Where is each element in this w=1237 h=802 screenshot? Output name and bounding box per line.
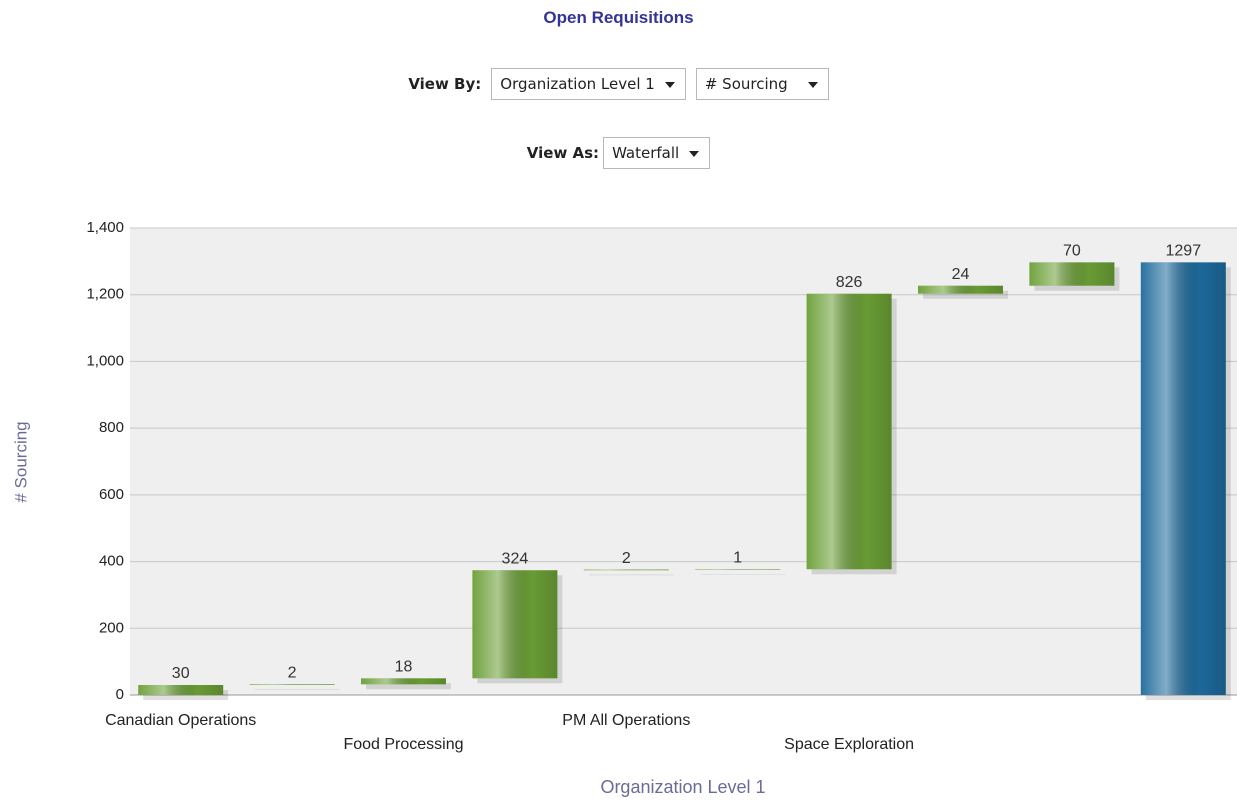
y-tick-label: 1,000 bbox=[86, 352, 124, 369]
bar-shine bbox=[1140, 262, 1226, 695]
y-tick-label: 1,200 bbox=[86, 286, 124, 303]
value-label: 324 bbox=[502, 550, 529, 567]
view-by-label: View By: bbox=[408, 75, 482, 93]
y-axis-title: # Sourcing bbox=[11, 421, 30, 502]
x-tick-label: PM All Operations bbox=[562, 712, 690, 729]
bar-shadow bbox=[366, 683, 451, 690]
y-tick-label: 600 bbox=[99, 486, 124, 503]
y-tick-label: 200 bbox=[99, 619, 124, 636]
x-tick-label: Canadian Operations bbox=[105, 712, 256, 729]
level-select[interactable]: Organization Level 1 bbox=[491, 68, 686, 100]
bar-shine bbox=[361, 678, 446, 685]
bar-shine bbox=[1029, 262, 1115, 286]
bar-shadow bbox=[254, 689, 340, 690]
value-label: 30 bbox=[172, 665, 190, 682]
measure-select[interactable]: # Sourcing bbox=[695, 68, 829, 100]
bar-shine bbox=[249, 684, 335, 685]
y-tick-label: 800 bbox=[99, 419, 124, 436]
value-label: 1 bbox=[733, 549, 742, 566]
view-by-row: View By: Organization Level 1 # Sourcing bbox=[0, 68, 1237, 100]
value-label: 1297 bbox=[1166, 243, 1202, 260]
y-tick-label: 0 bbox=[116, 686, 124, 703]
bar-shadow bbox=[923, 290, 1008, 299]
x-tick-label: Food Processing bbox=[343, 736, 463, 753]
view-as-row: View As: Waterfall bbox=[0, 137, 1237, 169]
x-axis-title: Organization Level 1 bbox=[600, 777, 765, 797]
y-tick-label: 1,400 bbox=[86, 219, 124, 236]
view-as-select[interactable]: Waterfall bbox=[603, 137, 711, 169]
value-label: 18 bbox=[395, 659, 413, 676]
x-tick-label: Space Exploration bbox=[784, 736, 914, 753]
plot-area bbox=[130, 228, 1237, 695]
value-label: 2 bbox=[288, 665, 297, 682]
value-label: 2 bbox=[622, 550, 631, 567]
bar-shadow bbox=[588, 574, 674, 576]
view-as-label: View As: bbox=[526, 144, 600, 162]
bar-shine bbox=[918, 285, 1003, 294]
bar-shine bbox=[472, 570, 558, 679]
y-tick-label: 400 bbox=[99, 553, 124, 570]
bar-shine bbox=[138, 684, 224, 695]
bar-shadow bbox=[700, 574, 786, 575]
value-label: 70 bbox=[1063, 243, 1081, 260]
value-label: 24 bbox=[952, 266, 970, 283]
bar-shine bbox=[695, 569, 781, 570]
bar-shine bbox=[583, 569, 669, 571]
bar-shine bbox=[806, 293, 892, 570]
value-label: 826 bbox=[836, 274, 863, 291]
page-title: Open Requisitions bbox=[543, 8, 694, 27]
